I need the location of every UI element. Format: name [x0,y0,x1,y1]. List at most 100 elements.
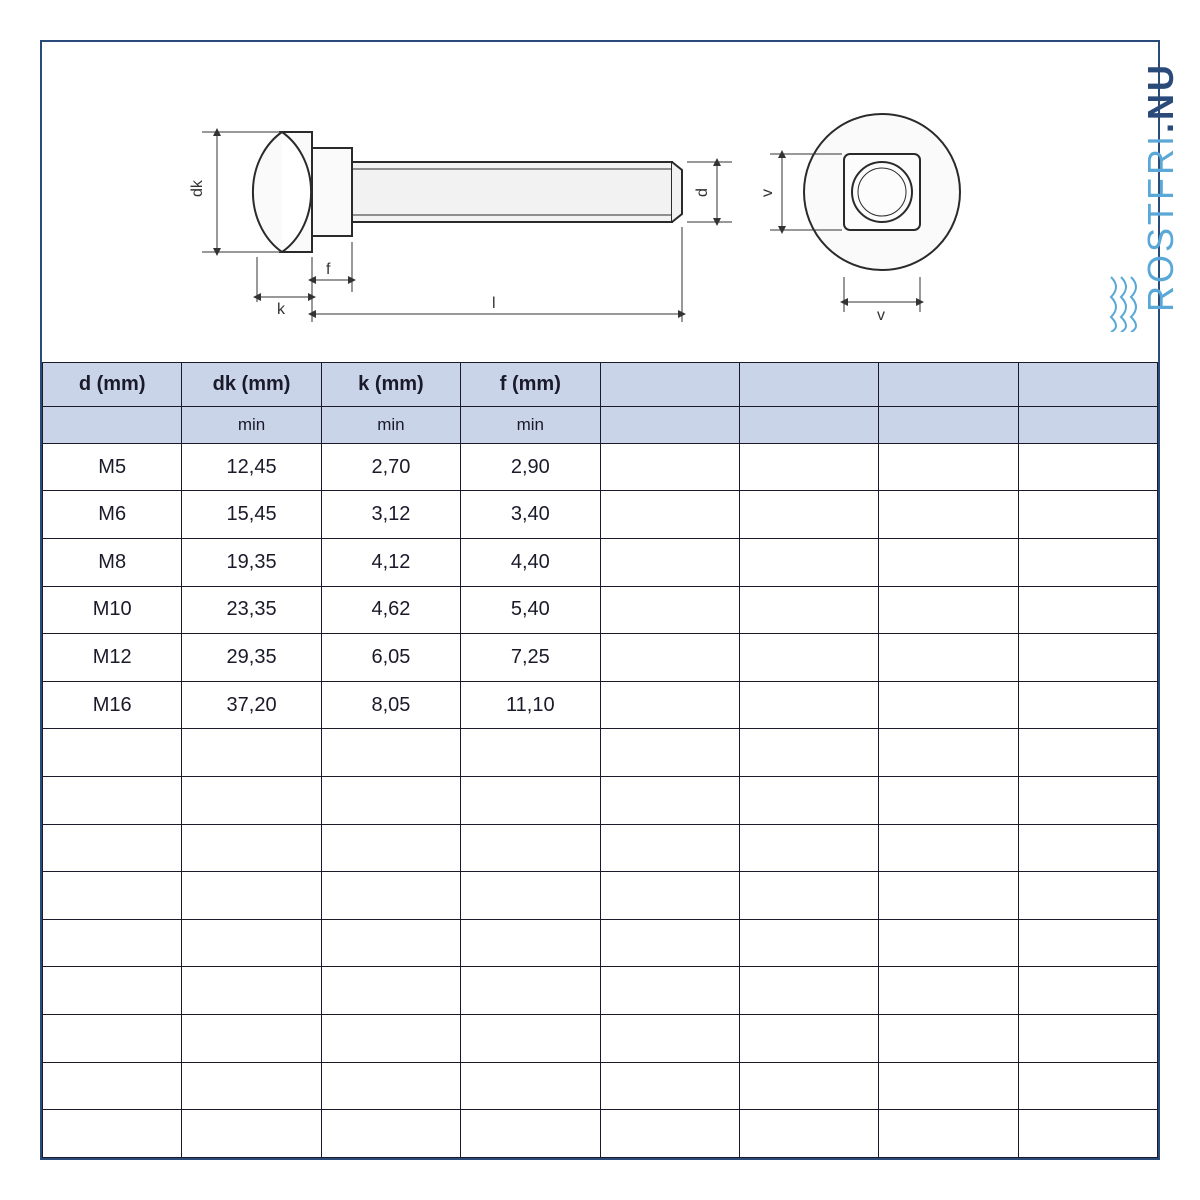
table-row: M1229,356,057,25 [43,634,1158,682]
table-cell [43,919,182,967]
table-cell [461,872,600,920]
table-cell [1018,1015,1157,1063]
table-cell [879,634,1018,682]
table-cell [739,919,878,967]
table-cell [461,967,600,1015]
table-cell [43,824,182,872]
col-subheader [1018,407,1157,444]
table-cell [600,443,739,491]
table-row: M1637,208,0511,10 [43,681,1158,729]
table-cell [600,1110,739,1158]
table-cell [461,1062,600,1110]
table-cell: 37,20 [182,681,321,729]
table-cell [600,824,739,872]
table-cell [600,919,739,967]
dim-f: f [326,261,331,278]
table-cell [600,729,739,777]
table-cell [739,777,878,825]
table-cell: 7,25 [461,634,600,682]
table-cell [321,1015,460,1063]
table-cell [879,681,1018,729]
table-cell [321,729,460,777]
table-row [43,1062,1158,1110]
table-cell [321,824,460,872]
table-cell [600,1015,739,1063]
table-cell: 5,40 [461,586,600,634]
table-cell [182,872,321,920]
col-subheader [739,407,878,444]
table-cell [43,1062,182,1110]
table-cell [182,729,321,777]
dim-dk: dk [189,179,206,197]
table-cell [739,586,878,634]
table-cell [879,1015,1018,1063]
table-cell [321,967,460,1015]
table-cell [461,919,600,967]
table-cell [182,967,321,1015]
table-cell [879,1062,1018,1110]
table-cell: M6 [43,491,182,539]
table-cell [739,967,878,1015]
table-cell: 3,40 [461,491,600,539]
col-subheader: min [182,407,321,444]
table-row [43,729,1158,777]
table-cell [461,824,600,872]
table-cell: 8,05 [321,681,460,729]
table-cell [600,586,739,634]
table-cell [182,824,321,872]
table-cell [600,539,739,587]
table-row: M1023,354,625,40 [43,586,1158,634]
table-cell: 3,12 [321,491,460,539]
table-cell [600,681,739,729]
table-cell: 4,62 [321,586,460,634]
col-header: f (mm) [461,363,600,407]
table-cell [461,729,600,777]
table-cell [182,919,321,967]
table-cell [1018,634,1157,682]
table-cell [461,1015,600,1063]
table-cell [1018,681,1157,729]
table-cell [600,634,739,682]
spec-table-region: d (mm)dk (mm)k (mm)f (mm) minminminM512,… [42,362,1158,1158]
table-cell: 15,45 [182,491,321,539]
table-cell [879,443,1018,491]
table-cell [43,872,182,920]
table-row: M512,452,702,90 [43,443,1158,491]
dim-l: l [492,295,496,312]
col-subheader [43,407,182,444]
table-cell: 23,35 [182,586,321,634]
col-header: dk (mm) [182,363,321,407]
table-cell: 2,90 [461,443,600,491]
table-cell [321,872,460,920]
table-cell [1018,443,1157,491]
table-cell: 6,05 [321,634,460,682]
table-row: M819,354,124,40 [43,539,1158,587]
logo-suffix: NU [1140,62,1181,120]
table-cell [1018,491,1157,539]
table-cell [461,1110,600,1158]
table-cell [739,824,878,872]
table-cell: 4,40 [461,539,600,587]
table-cell [879,491,1018,539]
table-row: M615,453,123,40 [43,491,1158,539]
table-cell [879,586,1018,634]
table-cell: 19,35 [182,539,321,587]
table-cell [461,777,600,825]
table-row [43,824,1158,872]
dim-v-h: v [877,307,885,324]
table-cell: M10 [43,586,182,634]
table-cell [43,1110,182,1158]
table-cell [1018,872,1157,920]
logo-dot: . [1140,120,1181,133]
col-header: k (mm) [321,363,460,407]
table-cell [600,1062,739,1110]
table-cell [879,872,1018,920]
table-header-row: d (mm)dk (mm)k (mm)f (mm) [43,363,1158,407]
table-cell [182,1110,321,1158]
table-cell [1018,824,1157,872]
table-cell [321,1110,460,1158]
table-cell [1018,967,1157,1015]
table-cell [879,729,1018,777]
table-cell [600,872,739,920]
table-cell [739,491,878,539]
